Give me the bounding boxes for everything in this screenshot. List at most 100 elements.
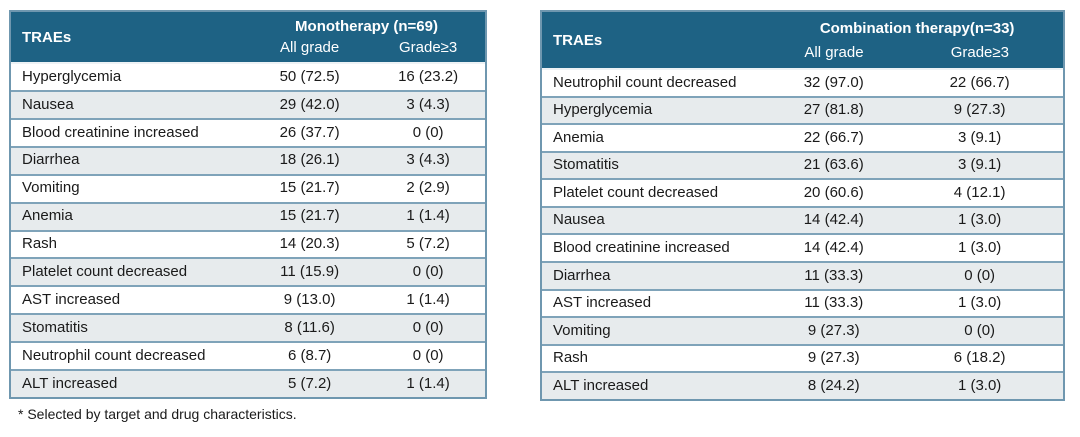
traes-header-cell: TRAEs: [542, 12, 771, 68]
table-row: Nausea 14 (42.4) 1 (3.0): [542, 205, 1063, 234]
trae-name-cell: Platelet count decreased: [22, 263, 188, 281]
column-headers: All grade Grade≥3: [771, 41, 1063, 68]
table-row: Platelet count decreased 11 (15.9) 0 (0): [11, 257, 485, 286]
grade3-cell: 1 (1.4): [406, 291, 450, 309]
grade3-cell: 0 (0): [964, 266, 996, 284]
all-grade-cell: 29 (42.0): [279, 95, 340, 113]
all-grade-cell: 26 (37.7): [279, 123, 340, 141]
column-header-all-grade: All grade: [804, 43, 864, 61]
table-row: Nausea 29 (42.0) 3 (4.3): [11, 89, 485, 118]
grade3-cell: 2 (2.9): [406, 179, 450, 197]
all-grade-cell: 9 (27.3): [807, 321, 860, 339]
grade3-cell: 1 (3.0): [957, 239, 1002, 256]
trae-name-cell: Stomatitis: [553, 156, 619, 174]
table-row: Platelet count decreased 20 (60.6) 4 (12.1…: [542, 178, 1063, 206]
grade3-cell: 5 (7.2): [406, 235, 450, 253]
grade3-cell: 0 (0): [412, 263, 444, 281]
trae-name-cell: Blood creatinine increased: [553, 239, 730, 256]
all-grade-cell: 8 (24.2): [807, 376, 860, 394]
all-grade-cell: 14 (20.3): [279, 235, 340, 253]
table-row: Neutrophil count decreased 32 (97.0) 22 (6…: [542, 68, 1063, 96]
all-grade-cell: 21 (63.6): [803, 156, 864, 174]
grade3-cell: 3 (4.3): [406, 95, 450, 113]
all-grade-cell: 15 (21.7): [279, 179, 340, 197]
all-grade-cell: 11 (15.9): [280, 263, 340, 281]
all-grade-cell: 6 (8.7): [287, 346, 332, 364]
trae-name-cell: Blood creatinine increased: [22, 123, 199, 141]
footnote: * Selected by target and drug characteri…: [18, 406, 297, 422]
grade3-cell: 22 (66.7): [949, 73, 1010, 91]
table-row: Rash 9 (27.3) 6 (18.2): [542, 343, 1063, 372]
table-row: Diarrhea 11 (33.3) 0 (0): [542, 261, 1063, 289]
trae-name-cell: Neutrophil count decreased: [553, 73, 737, 91]
all-grade-cell: 14 (42.4): [803, 211, 864, 229]
trae-name-cell: Rash: [22, 235, 58, 253]
trae-name-cell: Vomiting: [553, 321, 611, 339]
table-row: Hyperglycemia 50 (72.5) 16 (23.2): [11, 62, 485, 90]
all-grade-cell: 8 (11.6): [284, 319, 335, 336]
table-row: Blood creatinine increased 26 (37.7) 0 (0): [11, 117, 485, 146]
grade3-cell: 0 (0): [412, 319, 444, 336]
all-grade-cell: 32 (97.0): [803, 73, 864, 91]
trae-name-cell: ALT increased: [22, 374, 118, 392]
all-grade-cell: 27 (81.8): [803, 101, 864, 119]
trae-name-cell: Hyperglycemia: [553, 101, 653, 119]
combination-header-right: Combination therapy(n=33) All grade Grad…: [771, 12, 1063, 68]
monotherapy-table: TRAEs Monotherapy (n=69) All grade Grade…: [9, 10, 487, 399]
all-grade-cell: 5 (7.2): [287, 374, 332, 392]
traes-label: TRAEs: [553, 31, 603, 49]
trae-name-cell: Anemia: [553, 128, 604, 146]
all-grade-cell: 22 (66.7): [803, 128, 864, 146]
grade3-cell: 9 (27.3): [953, 101, 1006, 119]
table-row: Diarrhea 18 (26.1) 3 (4.3): [11, 145, 485, 174]
table-row: Rash 14 (20.3) 5 (7.2): [11, 229, 485, 258]
combination-table: TRAEs Combination therapy(n=33) All grad…: [540, 10, 1065, 401]
all-grade-cell: 11 (33.3): [804, 294, 864, 312]
all-grade-cell: 50 (72.5): [279, 67, 340, 85]
trae-name-cell: AST increased: [22, 291, 121, 309]
table-row: AST increased 9 (13.0) 1 (1.4): [11, 285, 485, 314]
grade3-cell: 16 (23.2): [398, 67, 459, 85]
group-header-combination: Combination therapy(n=33): [819, 19, 1015, 37]
monotherapy-table-header: TRAEs Monotherapy (n=69) All grade Grade…: [11, 12, 485, 62]
trae-name-cell: Diarrhea: [553, 266, 611, 284]
combination-table-body: Neutrophil count decreased 32 (97.0) 22 (6…: [542, 68, 1063, 399]
group-header-monotherapy: Monotherapy (n=69): [295, 18, 438, 36]
grade3-cell: 3 (9.1): [957, 128, 1002, 146]
all-grade-cell: 9 (27.3): [807, 349, 860, 367]
trae-name-cell: Nausea: [553, 211, 605, 229]
all-grade-cell: 20 (60.6): [803, 183, 864, 201]
monotherapy-table-body: Hyperglycemia 50 (72.5) 16 (23.2) Nausea 29 …: [11, 62, 485, 398]
table-row: Anemia 15 (21.7) 1 (1.4): [11, 201, 485, 230]
trae-name-cell: Anemia: [22, 207, 73, 225]
grade3-cell: 3 (4.3): [406, 151, 450, 169]
trae-name-cell: Neutrophil count decreased: [22, 346, 206, 364]
all-grade-cell: 11 (33.3): [804, 266, 864, 284]
table-row: AST increased 11 (33.3) 1 (3.0): [542, 288, 1063, 317]
grade3-cell: 1 (1.4): [406, 374, 450, 392]
trae-name-cell: Stomatitis: [22, 319, 88, 336]
monotherapy-header-right: Monotherapy (n=69) All grade Grade≥3: [248, 12, 485, 62]
table-row: Blood creatinine increased 14 (42.4) 1 (3.…: [542, 233, 1063, 262]
column-header-grade3: Grade≥3: [950, 43, 1009, 61]
trae-name-cell: Rash: [553, 349, 589, 367]
trae-name-cell: Hyperglycemia: [22, 67, 122, 85]
table-row: ALT increased 5 (7.2) 1 (1.4): [11, 369, 485, 398]
all-grade-cell: 18 (26.1): [279, 151, 340, 169]
grade3-cell: 0 (0): [412, 346, 444, 364]
table-row: Anemia 22 (66.7) 3 (9.1): [542, 123, 1063, 151]
table-row: Neutrophil count decreased 6 (8.7) 0 (0): [11, 341, 485, 370]
all-grade-cell: 9 (13.0): [283, 291, 336, 309]
trae-name-cell: Diarrhea: [22, 151, 80, 169]
table-row: ALT increased 8 (24.2) 1 (3.0): [542, 371, 1063, 399]
column-headers: All grade Grade≥3: [248, 38, 485, 62]
column-header-all-grade: All grade: [280, 39, 340, 57]
grade3-cell: 1 (3.0): [957, 376, 1002, 394]
trae-name-cell: AST increased: [553, 294, 652, 312]
grade3-cell: 0 (0): [964, 321, 996, 339]
table-row: Stomatitis 21 (63.6) 3 (9.1): [542, 150, 1063, 179]
grade3-cell: 1 (3.0): [957, 211, 1002, 229]
grade3-cell: 1 (3.0): [957, 294, 1002, 312]
grade3-cell: 3 (9.1): [957, 156, 1002, 174]
